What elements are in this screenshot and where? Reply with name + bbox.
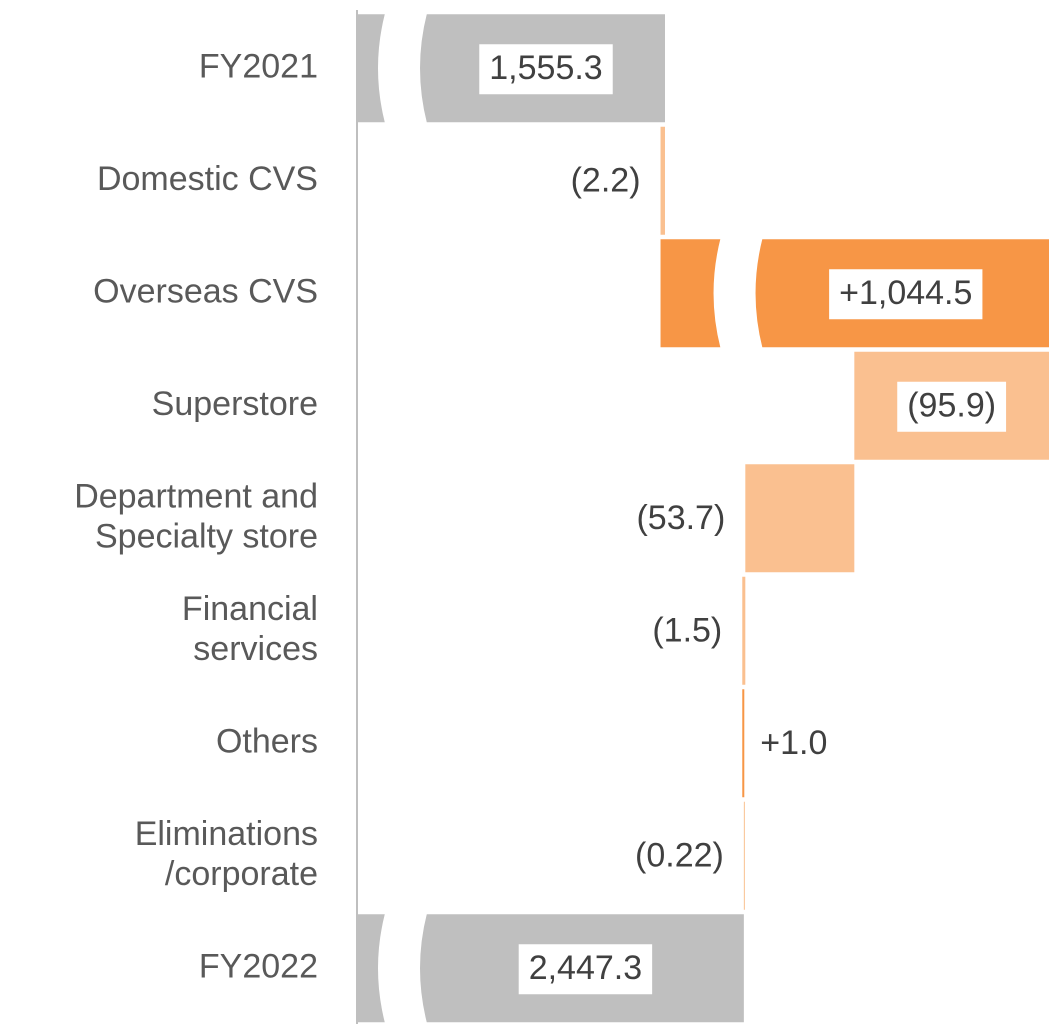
bar xyxy=(660,126,665,235)
value-label-group: (53.7) xyxy=(636,499,725,537)
value-label: 2,447.3 xyxy=(529,949,642,987)
bar xyxy=(745,464,855,573)
value-label-group: (95.9) xyxy=(897,381,1007,432)
value-label-box xyxy=(518,944,653,995)
bar xyxy=(742,576,746,685)
value-label: (1.5) xyxy=(652,612,722,650)
value-label-group: (1.5) xyxy=(652,612,722,650)
value-label: 1,555.3 xyxy=(489,49,602,87)
value-label-box xyxy=(479,44,613,95)
category-label: Financial services xyxy=(182,590,318,668)
axis-break xyxy=(378,913,427,1024)
category-label: Others xyxy=(216,722,318,760)
category-label: FY2022 xyxy=(199,947,318,985)
bar xyxy=(742,689,745,798)
value-label: +1.0 xyxy=(760,724,827,762)
axis-break xyxy=(713,238,763,349)
value-label: (95.9) xyxy=(907,387,996,425)
value-label: +1,044.5 xyxy=(839,274,972,312)
value-label-box xyxy=(829,269,983,320)
value-label-group: (2.2) xyxy=(571,162,641,200)
value-label-group: +1.0 xyxy=(760,724,827,762)
category-label: FY2021 xyxy=(199,47,318,85)
category-label: Department and Specialty store xyxy=(74,477,318,555)
category-label: Overseas CVS xyxy=(93,272,318,310)
value-label-box xyxy=(897,381,1007,432)
value-label: (53.7) xyxy=(636,499,725,537)
value-label-group: 2,447.3 xyxy=(518,944,653,995)
value-label: (2.2) xyxy=(571,162,641,200)
value-label-group: 1,555.3 xyxy=(479,44,613,95)
category-label: Eliminations/corporate xyxy=(135,815,318,893)
category-label: Domestic CVS xyxy=(97,160,318,198)
value-label-group: +1,044.5 xyxy=(829,269,983,320)
bar xyxy=(743,801,745,910)
value-label: (0.22) xyxy=(635,837,724,875)
axis-break xyxy=(378,13,427,124)
value-label-group: (0.22) xyxy=(635,837,724,875)
category-label: Superstore xyxy=(152,385,318,423)
